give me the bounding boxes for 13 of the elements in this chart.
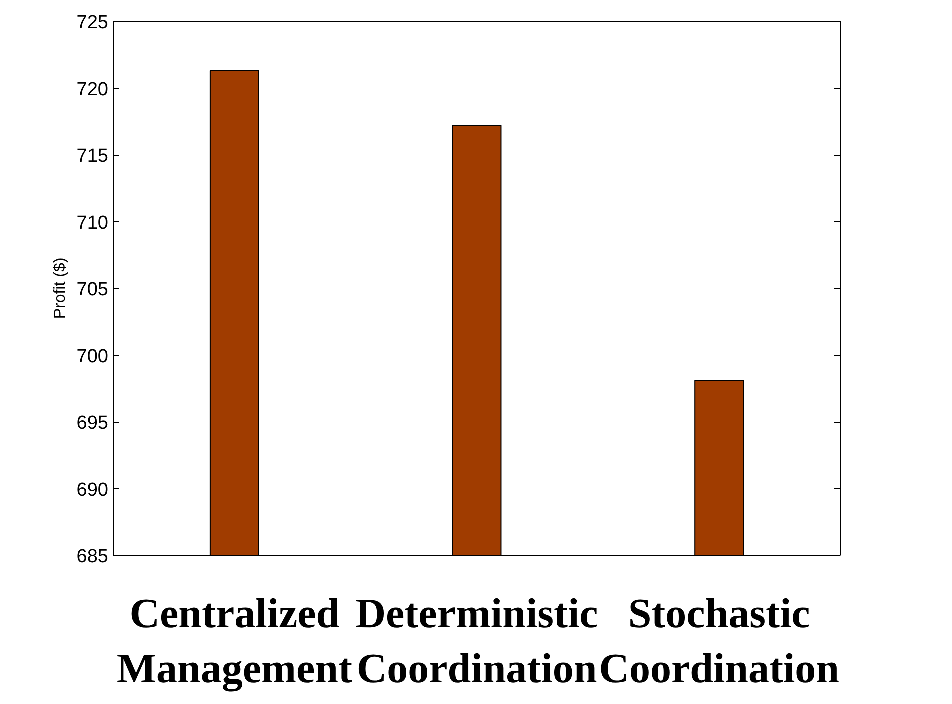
x-tick-label: Stochastic Coordination <box>599 592 840 693</box>
y-tick-label: 715 <box>76 146 108 167</box>
x-tick-label: Centralized Management <box>116 592 352 693</box>
y-tick-label: 700 <box>76 346 108 368</box>
y-axis-title: Profit ($) <box>52 258 69 320</box>
y-tick-label: 690 <box>76 480 108 501</box>
y-tick-label: 685 <box>76 546 108 568</box>
y-tick-label: 705 <box>76 280 108 300</box>
y-tick-label: 725 <box>76 12 108 34</box>
y-tick-label: 720 <box>76 79 108 100</box>
y-tick-label: 710 <box>76 212 108 234</box>
x-tick-label: Deterministic Coordination <box>356 592 598 693</box>
y-tick-label: 695 <box>76 413 108 434</box>
